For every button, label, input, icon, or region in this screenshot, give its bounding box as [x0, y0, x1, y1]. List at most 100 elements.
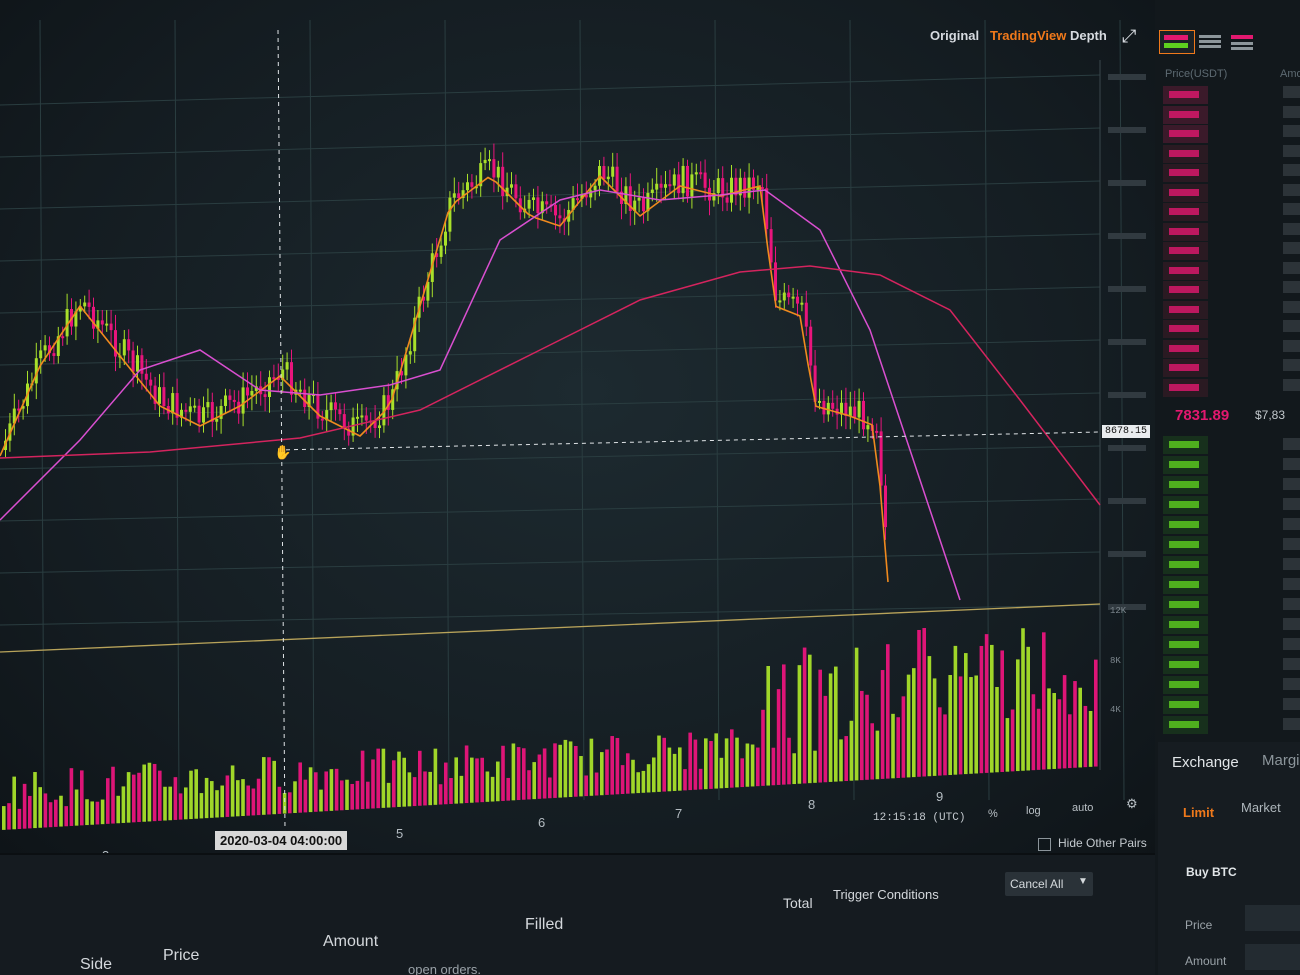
tab-market[interactable]: Market — [1241, 800, 1281, 815]
volume-bar — [1052, 693, 1056, 769]
orderbook-depth-bar — [1169, 188, 1199, 196]
volume-bar — [17, 808, 22, 829]
volume-bar — [1010, 709, 1015, 772]
volume-bar — [818, 669, 822, 783]
price-label: Price — [1185, 918, 1213, 932]
cancel-all-button[interactable]: Cancel All ▼ — [1005, 872, 1093, 896]
volume-bar — [594, 772, 599, 796]
candle-body — [290, 362, 293, 395]
orderbook-both-view-icon[interactable] — [1159, 30, 1195, 54]
fullscreen-icon[interactable]: ⤢ — [1122, 26, 1137, 46]
volume-bar — [392, 760, 396, 808]
candle-body — [334, 402, 337, 410]
orderbook-buy-row[interactable] — [1163, 696, 1208, 714]
orderbook-sell-row[interactable] — [1163, 125, 1208, 143]
tab-margin[interactable]: Margin — [1262, 752, 1300, 769]
trade-panel — [1158, 742, 1300, 975]
candle-body — [193, 405, 197, 408]
candle-body — [74, 311, 78, 327]
volume-bar — [620, 765, 625, 794]
orderbook-sell-row[interactable] — [1163, 339, 1208, 358]
candle-body — [804, 302, 808, 327]
orderbook-sell-row[interactable] — [1163, 164, 1208, 182]
orderbook-sell-row[interactable] — [1163, 378, 1208, 397]
candle-body — [694, 172, 698, 175]
orderbook-amount-cell — [1283, 678, 1300, 690]
amount-input[interactable] — [1245, 944, 1300, 970]
orderbook-buy-row[interactable] — [1163, 456, 1208, 474]
orderbook-amount-cell — [1283, 598, 1300, 610]
volume-bar — [797, 665, 802, 784]
volume-bar — [184, 787, 188, 820]
orderbook-sell-row[interactable] — [1163, 203, 1208, 221]
auto-toggle[interactable]: auto — [1072, 802, 1094, 814]
moving-averages — [0, 174, 1101, 601]
orderbook-buy-row[interactable] — [1163, 596, 1208, 614]
percent-toggle[interactable]: % — [988, 808, 998, 820]
orderbook-buy-row[interactable] — [1163, 556, 1208, 574]
orderbook-buy-row[interactable] — [1163, 656, 1208, 674]
volume-bar — [662, 737, 666, 792]
orderbook-sell-row[interactable] — [1163, 320, 1208, 338]
tab-depth[interactable]: Depth — [1070, 28, 1107, 43]
candle-body — [747, 177, 751, 198]
orderbook-buy-row[interactable] — [1163, 516, 1208, 534]
orderbook-sell-row[interactable] — [1163, 359, 1208, 377]
candle-body — [853, 406, 857, 418]
orderbook-sell-row[interactable] — [1163, 105, 1208, 124]
tab-exchange[interactable]: Exchange — [1172, 754, 1239, 771]
orderbook-buy-row[interactable] — [1163, 536, 1208, 554]
orderbook-buy-row[interactable] — [1163, 716, 1208, 734]
candle-body — [782, 292, 786, 301]
hide-other-pairs-checkbox[interactable] — [1038, 838, 1051, 851]
candle-body — [554, 204, 557, 216]
orderbook-sell-row[interactable] — [1163, 261, 1208, 280]
candle-body — [219, 405, 223, 419]
settings-gear-icon[interactable]: ⚙ — [1126, 796, 1138, 811]
volume-bar — [48, 802, 53, 828]
volume-bar — [74, 789, 79, 826]
orderbook-buy-view-icon[interactable] — [1199, 33, 1225, 51]
price-input[interactable] — [1245, 905, 1300, 931]
grid-line — [0, 445, 1101, 470]
candle-body — [752, 177, 755, 190]
orderbook-sell-row[interactable] — [1163, 300, 1208, 319]
orderbook-buy-row[interactable] — [1163, 636, 1208, 654]
orderbook-sell-row[interactable] — [1163, 86, 1208, 104]
orderbook-buy-row[interactable] — [1163, 576, 1208, 594]
tab-limit[interactable]: Limit — [1183, 805, 1215, 820]
orderbook-sell-row[interactable] — [1163, 183, 1208, 202]
candle-body — [281, 369, 285, 380]
orderbook-amount-cell — [1283, 438, 1300, 450]
empty-orders-text: open orders. — [408, 962, 481, 975]
orderbook-sell-row[interactable] — [1163, 281, 1208, 299]
orderbook-buy-row[interactable] — [1163, 476, 1208, 494]
volume-bar — [28, 795, 32, 829]
tab-tradingview[interactable]: TradingView — [990, 28, 1067, 43]
orderbook-buy-row[interactable] — [1163, 436, 1208, 454]
orderbook-buy-row[interactable] — [1163, 496, 1208, 514]
volume-bar — [808, 654, 812, 784]
volume-bar — [334, 768, 339, 811]
orderbook-buy-row[interactable] — [1163, 616, 1208, 634]
candle-body — [466, 182, 469, 191]
amount-label: Amount — [1185, 954, 1227, 968]
volume-bar — [470, 757, 474, 803]
orderbook-sell-row[interactable] — [1163, 144, 1208, 163]
volume-bar — [1021, 628, 1025, 771]
log-toggle[interactable]: log — [1026, 805, 1041, 817]
candle-body — [228, 395, 232, 400]
volume-bar — [1036, 708, 1041, 770]
candle-body — [488, 159, 491, 162]
orderbook-sell-view-icon[interactable] — [1231, 33, 1257, 51]
volume-bar — [610, 736, 614, 795]
orderbook-sell-row[interactable] — [1163, 242, 1208, 260]
volume-bar — [111, 766, 115, 824]
candle-body — [114, 330, 117, 357]
volume-bar — [1088, 710, 1093, 767]
orderbook-buy-row[interactable] — [1163, 676, 1208, 694]
orderbook-sell-row[interactable] — [1163, 222, 1208, 241]
tab-original[interactable]: Original — [930, 28, 980, 43]
volume-bar — [672, 753, 677, 791]
